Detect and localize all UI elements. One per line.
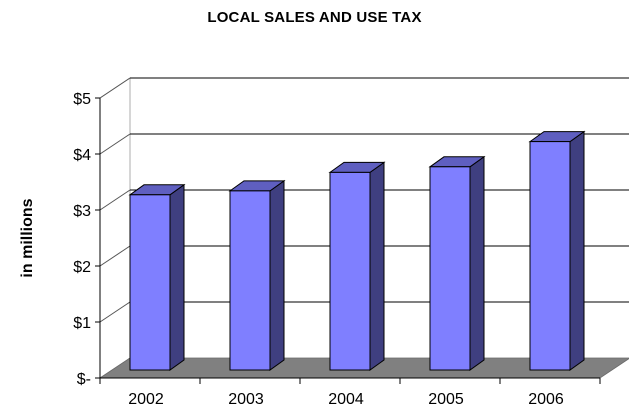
gridline-diagonal (99, 77, 131, 99)
bar (228, 179, 286, 371)
bar-side (369, 161, 385, 371)
bar (528, 130, 586, 371)
bar-side (269, 179, 285, 371)
gridline-diagonal (99, 301, 131, 323)
y-tick-label: $4 (73, 147, 91, 164)
bar-side (569, 130, 585, 371)
y-tick-label: $2 (73, 259, 91, 276)
y-tick-label: $3 (73, 203, 91, 220)
bar-front (329, 171, 371, 371)
y-tick-label: $1 (73, 315, 91, 332)
gridline-diagonal (99, 245, 131, 267)
x-tick-label: 2005 (428, 391, 464, 408)
x-tick-labels: 2002 2003 2004 2005 2006 (128, 391, 564, 408)
x-tick-label: 2004 (328, 391, 364, 408)
bar-side (469, 155, 485, 371)
bar-front (229, 190, 271, 371)
gridline-diagonal (99, 189, 131, 211)
bar-side (169, 183, 185, 371)
bar-front (129, 194, 171, 371)
bars (128, 130, 586, 371)
x-tick-label: 2006 (528, 391, 564, 408)
y-tick-label: $- (77, 371, 91, 388)
bar-front (529, 141, 571, 371)
y-tick-label: $5 (73, 91, 91, 108)
x-tick-label: 2002 (128, 391, 164, 408)
y-tick-labels: $- $1 $2 $3 $4 $5 (73, 91, 91, 388)
gridline-diagonal (99, 133, 131, 155)
chart-title: LOCAL SALES AND USE TAX (207, 9, 422, 26)
bar (328, 161, 386, 371)
x-tick-label: 2003 (228, 391, 264, 408)
chart-walls (99, 77, 131, 379)
bar (428, 155, 486, 371)
bar-front (429, 166, 471, 371)
axes (95, 97, 601, 384)
side-wall (99, 77, 131, 379)
bar (128, 183, 186, 371)
